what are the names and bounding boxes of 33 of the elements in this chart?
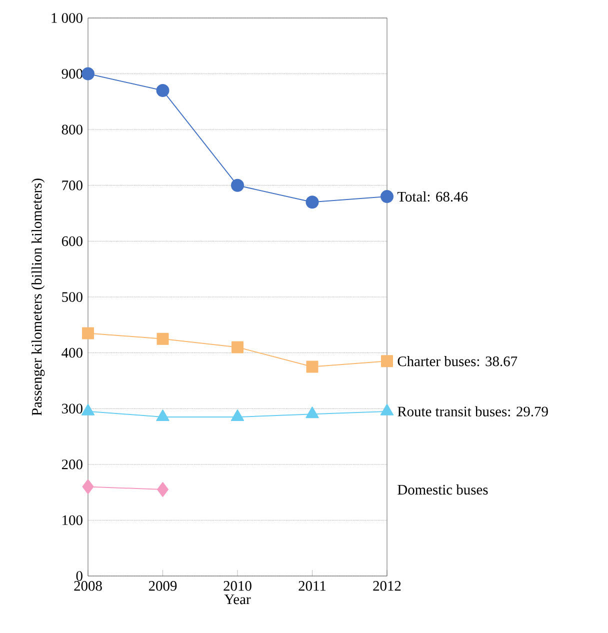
y-tick-label: 300 [62, 404, 82, 414]
point [82, 327, 94, 340]
point [306, 360, 318, 373]
point [306, 196, 319, 209]
x-tick-label: 2012 [373, 581, 401, 591]
series-label: Total: 68.46 [397, 191, 468, 202]
point [156, 332, 169, 345]
y-tick-label: 400 [62, 348, 82, 358]
point [232, 341, 244, 354]
x-tick-label: 2009 [148, 581, 177, 591]
y-tick-label: 700 [62, 180, 82, 190]
point [231, 178, 244, 192]
point [157, 482, 168, 498]
point [156, 84, 170, 98]
y-tick-label: 200 [62, 460, 82, 470]
x-tick-label: 2010 [224, 581, 252, 591]
x-tick-label: 2011 [298, 581, 326, 591]
y-axis-title: Passenger kilometers (billion kilometers) [32, 178, 45, 416]
y-tick-label: 1 000 [52, 13, 82, 23]
y-tick-label: 500 [62, 292, 82, 302]
text: Domestic buses [398, 484, 488, 495]
point [381, 355, 393, 368]
series-label: Charter buses: 38.67 [398, 356, 518, 366]
y-tick-label: 600 [62, 236, 82, 246]
point [380, 190, 394, 204]
point [82, 479, 94, 494]
y-tick-label: 100 [62, 515, 82, 526]
x-tick-label: 2008 [74, 581, 102, 591]
y-tick-label: 800 [62, 124, 82, 134]
series-label: Route transit buses: 29.79 [398, 406, 548, 416]
y-tick-label: 0 [76, 571, 82, 581]
point [82, 67, 94, 80]
x-axis-title: Year [224, 594, 251, 604]
